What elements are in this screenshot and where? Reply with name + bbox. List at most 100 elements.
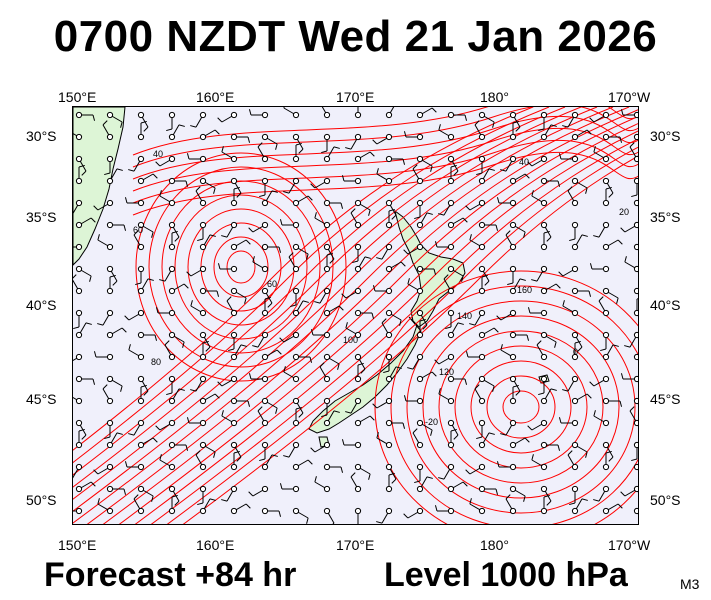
wind-barb xyxy=(323,199,344,209)
barb-feather xyxy=(195,186,201,192)
barb-station xyxy=(633,243,638,251)
barb-feather xyxy=(221,410,224,417)
wind-barbs xyxy=(73,107,638,524)
barb-station xyxy=(323,309,331,317)
barb-feather xyxy=(372,139,378,145)
barb-feather xyxy=(619,400,623,407)
wind-barb xyxy=(292,406,302,427)
barb-station xyxy=(106,133,114,141)
barb-station xyxy=(261,463,269,471)
wind-barb xyxy=(416,265,437,275)
barb-feather xyxy=(92,114,96,121)
barb-station xyxy=(447,177,455,185)
barb-feather xyxy=(298,148,304,154)
barb-feather xyxy=(209,234,216,237)
barb-station xyxy=(323,507,331,515)
lon-label-bottom: 170°W xyxy=(608,537,651,553)
barb-station xyxy=(447,133,455,141)
barb-feather xyxy=(190,389,197,392)
trough-contour xyxy=(73,107,582,488)
wind-barb xyxy=(631,441,638,462)
wind-barb xyxy=(199,393,220,405)
contour-label: 120 xyxy=(439,367,454,377)
barb-feather xyxy=(612,344,619,347)
barb-feather xyxy=(85,322,92,325)
barb-station xyxy=(416,375,424,383)
barb-feather xyxy=(185,180,189,187)
wind-barb xyxy=(593,485,610,502)
barb-feather xyxy=(104,436,111,440)
barb-station xyxy=(571,177,579,185)
wind-barb xyxy=(217,111,238,123)
barb-station xyxy=(292,331,300,339)
barb-feather xyxy=(453,170,459,176)
barb-station xyxy=(199,331,207,339)
wind-barb xyxy=(598,296,610,317)
wind-barb xyxy=(75,265,92,282)
barb-station xyxy=(633,221,638,229)
barb-feather xyxy=(120,121,123,128)
barb-station xyxy=(571,485,579,493)
barb-feather xyxy=(217,381,223,387)
wind-barb xyxy=(509,331,530,341)
wind-barb xyxy=(509,485,526,502)
barb-station xyxy=(509,419,517,427)
barb-feather xyxy=(236,192,242,198)
barb-station xyxy=(571,221,579,229)
barb-station xyxy=(571,287,579,295)
wind-barb xyxy=(283,441,300,458)
wind-barb xyxy=(230,397,251,407)
barb-feather xyxy=(453,434,459,440)
barb-station xyxy=(385,485,393,493)
barb-station xyxy=(633,177,638,185)
barb-station xyxy=(602,287,610,295)
barb-station xyxy=(416,419,424,427)
barb-station xyxy=(447,397,455,405)
barb-feather xyxy=(302,300,309,303)
barb-station xyxy=(106,265,114,273)
barb-station xyxy=(75,287,83,295)
barb-feather xyxy=(283,455,290,458)
trough-contour xyxy=(73,107,614,512)
barb-station xyxy=(168,485,176,493)
barb-station xyxy=(602,419,610,427)
barb-station xyxy=(323,419,331,427)
wind-barb xyxy=(259,177,269,198)
barb-feather xyxy=(465,205,471,211)
wind-barb xyxy=(292,142,302,163)
barb-feather xyxy=(512,384,519,388)
barb-feather xyxy=(221,235,228,238)
wind-barb xyxy=(124,197,145,207)
barb-feather xyxy=(217,117,223,123)
wind-barb xyxy=(159,190,176,207)
wind-barb xyxy=(376,168,393,185)
barb-station xyxy=(447,507,455,515)
lon-label-top: 160°E xyxy=(196,89,235,105)
barb-feather xyxy=(102,120,108,126)
north-contour xyxy=(132,116,638,180)
barb-feather xyxy=(306,253,309,260)
barb-station xyxy=(292,485,300,493)
barb-feather xyxy=(123,224,127,231)
wind-barb xyxy=(540,124,557,141)
barb-feather xyxy=(462,481,468,487)
barb-feather xyxy=(151,495,154,502)
high-contour xyxy=(406,300,636,514)
barb-station xyxy=(509,199,517,207)
barb-feather xyxy=(395,366,402,369)
wind-barb xyxy=(230,503,251,515)
wind-barb xyxy=(102,384,114,405)
barb-feather xyxy=(333,146,340,149)
isoheight-contours xyxy=(73,107,638,524)
barb-station xyxy=(230,199,238,207)
wind-barb xyxy=(341,439,362,449)
barb-station xyxy=(571,199,579,207)
low-contour xyxy=(135,152,347,382)
barb-station xyxy=(261,507,269,515)
barb-station xyxy=(292,441,300,449)
barb-station xyxy=(75,353,83,361)
barb-station xyxy=(323,133,331,141)
barb-station xyxy=(447,221,455,229)
barb-feather xyxy=(492,385,495,392)
barb-station xyxy=(385,507,393,515)
